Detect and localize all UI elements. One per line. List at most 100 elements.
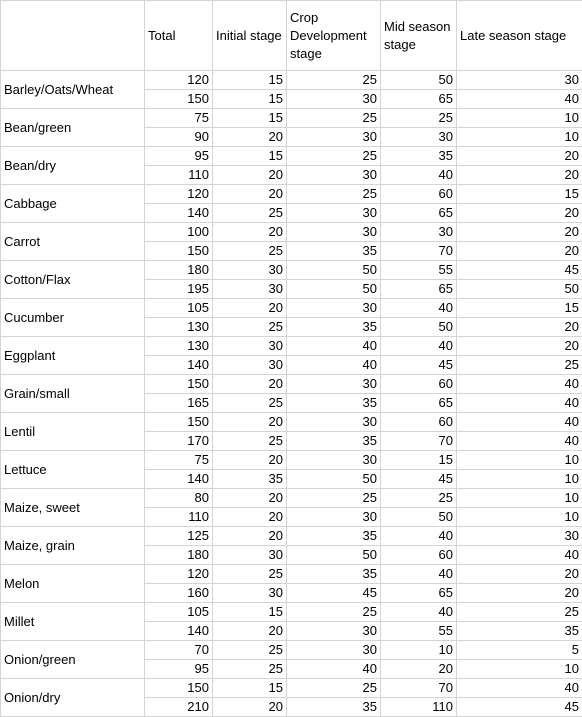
late-season-cell[interactable]: 35 — [456, 621, 582, 641]
crop-name-cell[interactable]: Maize, sweet — [0, 488, 145, 527]
mid-season-cell[interactable]: 60 — [380, 374, 457, 394]
late-season-cell[interactable]: 10 — [456, 127, 582, 147]
late-season-cell[interactable]: 40 — [456, 89, 582, 109]
total-days-cell[interactable]: 180 — [144, 260, 213, 280]
total-days-cell[interactable]: 75 — [144, 450, 213, 470]
crop-name-cell[interactable]: Carrot — [0, 222, 145, 261]
development-stage-cell[interactable]: 25 — [286, 488, 381, 508]
initial-stage-cell[interactable]: 15 — [212, 146, 287, 166]
initial-stage-cell[interactable]: 25 — [212, 317, 287, 337]
development-stage-cell[interactable]: 50 — [286, 469, 381, 489]
mid-season-cell[interactable]: 15 — [380, 450, 457, 470]
initial-stage-cell[interactable]: 25 — [212, 659, 287, 679]
development-stage-cell[interactable]: 50 — [286, 260, 381, 280]
initial-stage-cell[interactable]: 20 — [212, 621, 287, 641]
total-days-cell[interactable]: 120 — [144, 70, 213, 90]
header-crop[interactable] — [0, 0, 145, 71]
development-stage-cell[interactable]: 45 — [286, 583, 381, 603]
late-season-cell[interactable]: 40 — [456, 678, 582, 698]
mid-season-cell[interactable]: 35 — [380, 146, 457, 166]
total-days-cell[interactable]: 165 — [144, 393, 213, 413]
development-stage-cell[interactable]: 30 — [286, 127, 381, 147]
development-stage-cell[interactable]: 30 — [286, 621, 381, 641]
initial-stage-cell[interactable]: 20 — [212, 526, 287, 546]
mid-season-cell[interactable]: 25 — [380, 488, 457, 508]
development-stage-cell[interactable]: 30 — [286, 374, 381, 394]
development-stage-cell[interactable]: 40 — [286, 659, 381, 679]
late-season-cell[interactable]: 15 — [456, 184, 582, 204]
initial-stage-cell[interactable]: 20 — [212, 298, 287, 318]
crop-name-cell[interactable]: Cucumber — [0, 298, 145, 337]
late-season-cell[interactable]: 30 — [456, 70, 582, 90]
crop-name-cell[interactable]: Lentil — [0, 412, 145, 451]
initial-stage-cell[interactable]: 20 — [212, 697, 287, 717]
mid-season-cell[interactable]: 25 — [380, 108, 457, 128]
crop-name-cell[interactable]: Eggplant — [0, 336, 145, 375]
crop-name-cell[interactable]: Barley/Oats/Wheat — [0, 70, 145, 109]
initial-stage-cell[interactable]: 25 — [212, 393, 287, 413]
late-season-cell[interactable]: 20 — [456, 564, 582, 584]
crop-name-cell[interactable]: Cabbage — [0, 184, 145, 223]
mid-season-cell[interactable]: 60 — [380, 545, 457, 565]
initial-stage-cell[interactable]: 30 — [212, 545, 287, 565]
development-stage-cell[interactable]: 25 — [286, 184, 381, 204]
late-season-cell[interactable]: 20 — [456, 203, 582, 223]
total-days-cell[interactable]: 95 — [144, 659, 213, 679]
development-stage-cell[interactable]: 25 — [286, 70, 381, 90]
initial-stage-cell[interactable]: 30 — [212, 355, 287, 375]
development-stage-cell[interactable]: 35 — [286, 564, 381, 584]
late-season-cell[interactable]: 10 — [456, 659, 582, 679]
development-stage-cell[interactable]: 25 — [286, 678, 381, 698]
development-stage-cell[interactable]: 30 — [286, 89, 381, 109]
mid-season-cell[interactable]: 110 — [380, 697, 457, 717]
total-days-cell[interactable]: 180 — [144, 545, 213, 565]
total-days-cell[interactable]: 120 — [144, 184, 213, 204]
late-season-cell[interactable]: 20 — [456, 583, 582, 603]
total-days-cell[interactable]: 90 — [144, 127, 213, 147]
total-days-cell[interactable]: 150 — [144, 374, 213, 394]
late-season-cell[interactable]: 20 — [456, 165, 582, 185]
mid-season-cell[interactable]: 20 — [380, 659, 457, 679]
initial-stage-cell[interactable]: 15 — [212, 678, 287, 698]
mid-season-cell[interactable]: 30 — [380, 222, 457, 242]
late-season-cell[interactable]: 15 — [456, 298, 582, 318]
initial-stage-cell[interactable]: 20 — [212, 165, 287, 185]
initial-stage-cell[interactable]: 15 — [212, 89, 287, 109]
initial-stage-cell[interactable]: 30 — [212, 583, 287, 603]
initial-stage-cell[interactable]: 25 — [212, 203, 287, 223]
late-season-cell[interactable]: 25 — [456, 602, 582, 622]
mid-season-cell[interactable]: 60 — [380, 412, 457, 432]
total-days-cell[interactable]: 105 — [144, 298, 213, 318]
development-stage-cell[interactable]: 25 — [286, 146, 381, 166]
total-days-cell[interactable]: 140 — [144, 203, 213, 223]
development-stage-cell[interactable]: 30 — [286, 222, 381, 242]
total-days-cell[interactable]: 150 — [144, 678, 213, 698]
development-stage-cell[interactable]: 30 — [286, 203, 381, 223]
total-days-cell[interactable]: 105 — [144, 602, 213, 622]
development-stage-cell[interactable]: 35 — [286, 431, 381, 451]
initial-stage-cell[interactable]: 30 — [212, 279, 287, 299]
mid-season-cell[interactable]: 70 — [380, 431, 457, 451]
late-season-cell[interactable]: 10 — [456, 507, 582, 527]
header-late-season-stage[interactable]: Late season stage — [456, 0, 582, 71]
total-days-cell[interactable]: 100 — [144, 222, 213, 242]
mid-season-cell[interactable]: 65 — [380, 89, 457, 109]
total-days-cell[interactable]: 95 — [144, 146, 213, 166]
initial-stage-cell[interactable]: 30 — [212, 336, 287, 356]
mid-season-cell[interactable]: 70 — [380, 241, 457, 261]
development-stage-cell[interactable]: 50 — [286, 279, 381, 299]
initial-stage-cell[interactable]: 30 — [212, 260, 287, 280]
header-development-stage[interactable]: Crop Development stage — [286, 0, 381, 71]
total-days-cell[interactable]: 110 — [144, 165, 213, 185]
development-stage-cell[interactable]: 30 — [286, 450, 381, 470]
late-season-cell[interactable]: 45 — [456, 697, 582, 717]
development-stage-cell[interactable]: 30 — [286, 640, 381, 660]
development-stage-cell[interactable]: 30 — [286, 412, 381, 432]
mid-season-cell[interactable]: 55 — [380, 621, 457, 641]
total-days-cell[interactable]: 150 — [144, 241, 213, 261]
late-season-cell[interactable]: 40 — [456, 545, 582, 565]
total-days-cell[interactable]: 170 — [144, 431, 213, 451]
mid-season-cell[interactable]: 40 — [380, 526, 457, 546]
mid-season-cell[interactable]: 40 — [380, 165, 457, 185]
late-season-cell[interactable]: 10 — [456, 108, 582, 128]
